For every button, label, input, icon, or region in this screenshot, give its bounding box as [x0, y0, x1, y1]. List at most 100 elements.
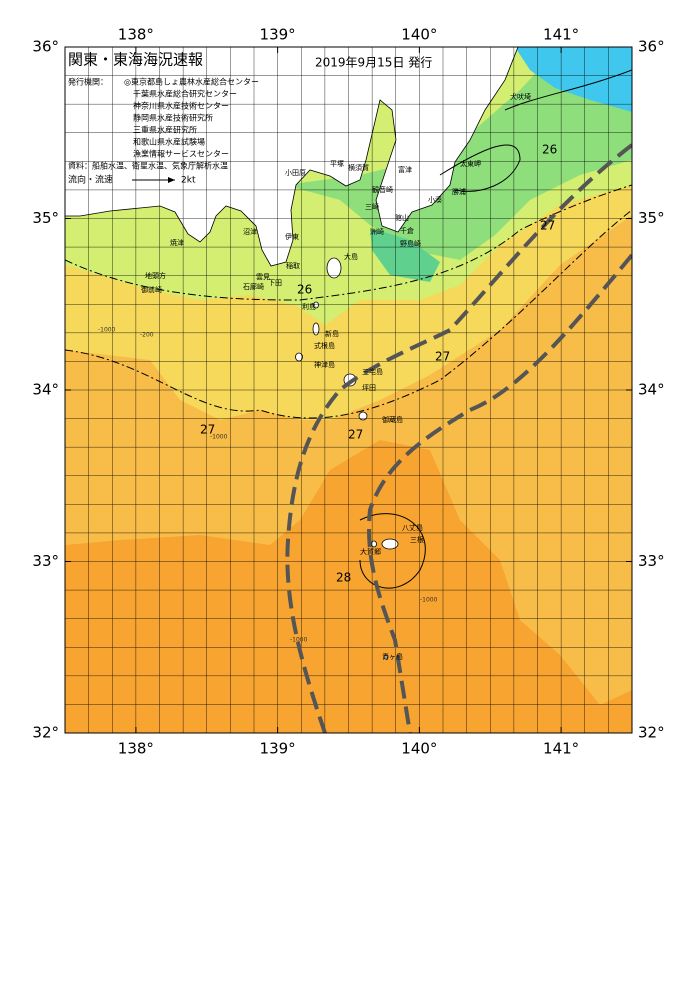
- legend-box: 関東・東海海況速報 2019年9月15日 発行 発行機関： ◎東京都島しょ農林水…: [68, 51, 432, 186]
- axes: 138° 138° 139° 139° 140° 140° 141° 141° 32° 32° 33…: [32, 26, 664, 758]
- isotherm-label: 27: [435, 350, 450, 364]
- current-arrowhead: [168, 177, 175, 183]
- lat-tick-label: 36°: [638, 38, 665, 56]
- isotherm-label: 27: [540, 219, 555, 233]
- island: [383, 654, 389, 660]
- lon-tick-label: 140°: [401, 26, 437, 44]
- issuer: 漁業情報サービスセンター: [133, 149, 229, 159]
- place-name: 大賀郷: [360, 547, 381, 556]
- place-name: 観音崎: [372, 185, 393, 194]
- place-name: 焼津: [170, 238, 184, 247]
- teal-water: [370, 228, 440, 282]
- isotherm-label: 27: [200, 423, 215, 437]
- place-name: 富津: [398, 165, 412, 174]
- lat-tick-label: 32°: [32, 724, 59, 742]
- isotherm-line: [359, 513, 426, 589]
- issue-date: 2019年9月15日 発行: [315, 56, 432, 70]
- sea-surface: [65, 47, 632, 733]
- isotherm-line: [65, 209, 632, 419]
- place-name: 石廊崎: [243, 282, 264, 291]
- place-name: 御蔵島: [382, 415, 403, 424]
- depth-label: -1000: [420, 597, 438, 604]
- issuer: 静岡県水産技術研究所: [133, 113, 213, 123]
- lon-tick-label: 141°: [543, 26, 579, 44]
- place-name: 沼津: [243, 227, 257, 236]
- island: [381, 538, 399, 550]
- issuer: 和歌山県水産試験場: [133, 137, 205, 147]
- place-name: 小田原: [285, 168, 306, 177]
- place-name: 犬吠埼: [510, 92, 531, 101]
- place-name: 太東岬: [460, 159, 481, 168]
- place-name: 神津島: [314, 360, 335, 369]
- island: [312, 322, 320, 336]
- place-name: 雲見: [256, 273, 270, 281]
- lon-tick-label: 138°: [118, 740, 154, 758]
- isotherm-line: [504, 69, 632, 111]
- place-name: 千倉: [400, 226, 414, 235]
- lon-tick-label: 139°: [260, 26, 296, 44]
- island: [295, 352, 303, 362]
- island: [326, 257, 342, 279]
- place-name: 三根: [410, 535, 424, 544]
- place-name: 新島: [325, 329, 339, 338]
- issuer: 千葉県水産総合研究センター: [133, 89, 237, 99]
- place-name: 御前崎: [141, 285, 162, 294]
- lat-tick-label: 35°: [32, 209, 59, 227]
- place-name: 洲崎: [370, 227, 384, 236]
- issuer-list: ◎東京都島しょ農林水産総合センター千葉県水産総合研究センター神奈川県水産技術セン…: [124, 77, 259, 159]
- issuer: 三重県水産研究所: [133, 125, 197, 135]
- isotherm-line: [65, 184, 632, 301]
- lat-tick-label: 34°: [32, 381, 59, 399]
- place-name: 大島: [344, 252, 358, 261]
- isotherm-line: [439, 144, 521, 192]
- place-name: 下田: [268, 279, 282, 287]
- place-name: 三崎: [365, 202, 379, 211]
- lat-tick-label: 35°: [638, 209, 665, 227]
- place-name: 式根島: [314, 341, 335, 350]
- place-name: 利島: [302, 302, 316, 311]
- place-name: 野島崎: [400, 239, 421, 248]
- source: 資料：船舶水温、衛星水温、気象庁解析水温: [68, 161, 228, 171]
- place-name: 坪田: [362, 384, 376, 392]
- place-name: 横須賀: [348, 163, 369, 172]
- isotherm-label: 26: [542, 143, 557, 157]
- current-speed: 2kt: [181, 176, 196, 186]
- issuer-label: 発行機関：: [68, 77, 108, 87]
- island: [313, 301, 319, 309]
- place-name: 八丈島: [402, 523, 423, 532]
- place-name: 三宅島: [362, 367, 383, 376]
- place-name: 平塚: [330, 159, 344, 168]
- place-name: 稲取: [286, 261, 300, 270]
- kuroshio-axis: [285, 143, 632, 733]
- lat-tick-label: 32°: [638, 724, 665, 742]
- kuroshio-axis: [367, 253, 632, 733]
- isotherm-label: 26: [297, 283, 312, 297]
- depth-label: -1000: [98, 327, 116, 334]
- lat-tick-label: 33°: [638, 552, 665, 570]
- lon-tick-label: 138°: [118, 26, 154, 44]
- place-name: 青ヶ島: [382, 652, 403, 661]
- place-name: 勝浦: [452, 187, 466, 196]
- lat-tick-label: 33°: [32, 552, 59, 570]
- land: [65, 47, 519, 267]
- map-title: 関東・東海海況速報: [68, 51, 203, 69]
- place-name: 館山: [395, 213, 409, 222]
- depth-label: -1000: [210, 434, 228, 441]
- isotherm-label: 27: [348, 428, 363, 442]
- place-name: 小湊: [428, 195, 442, 204]
- lon-tick-label: 139°: [260, 740, 296, 758]
- current-legend: 流向・流速: [68, 174, 113, 186]
- issuer: ◎東京都島しょ農林水産総合センター: [124, 77, 259, 87]
- lon-tick-label: 140°: [401, 740, 437, 758]
- cold-water: [515, 47, 632, 112]
- place-name: 伊東: [285, 232, 299, 241]
- lon-tick-label: 141°: [543, 740, 579, 758]
- island: [358, 411, 368, 421]
- issuer: 神奈川県水産技術センター: [133, 101, 229, 111]
- depth-label: -200: [140, 332, 154, 339]
- lat-tick-label: 36°: [32, 38, 59, 56]
- isotherm-label: 28: [336, 571, 351, 585]
